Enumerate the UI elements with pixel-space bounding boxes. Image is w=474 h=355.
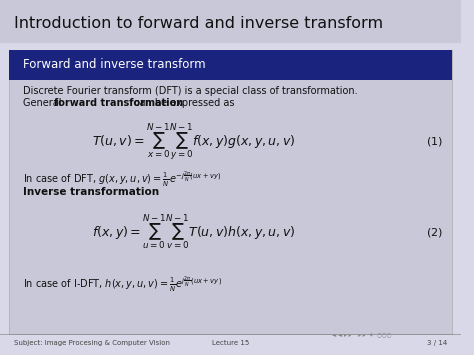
Text: 3 / 14: 3 / 14 bbox=[427, 340, 447, 345]
Text: Introduction to forward and inverse transform: Introduction to forward and inverse tran… bbox=[14, 16, 383, 31]
Text: Lecture 15: Lecture 15 bbox=[212, 340, 249, 345]
Text: Forward and inverse transform: Forward and inverse transform bbox=[23, 58, 206, 71]
Text: In case of I-DFT, $h(x,y,u,v) = \frac{1}{N}e^{j\frac{2\pi}{N}(ux+vy)}$: In case of I-DFT, $h(x,y,u,v) = \frac{1}… bbox=[23, 274, 222, 294]
Text: $T(u,v) = \sum_{x=0}^{N-1}\sum_{y=0}^{N-1} f(x,y)g(x,y,u,v)$: $T(u,v) = \sum_{x=0}^{N-1}\sum_{y=0}^{N-… bbox=[92, 121, 295, 163]
FancyBboxPatch shape bbox=[9, 50, 452, 334]
Text: Discrete Fourier transform (DFT) is a special class of transformation.: Discrete Fourier transform (DFT) is a sp… bbox=[23, 86, 358, 95]
Text: ◄ ◄ ▸ ▸    ▸ ▸  ✦  ○○○: ◄ ◄ ▸ ▸ ▸ ▸ ✦ ○○○ bbox=[332, 333, 392, 338]
FancyBboxPatch shape bbox=[9, 50, 452, 80]
Text: In case of DFT, $g(x,y,u,v) = \frac{1}{N}e^{-j\frac{2\pi}{N}(ux+vy)}$: In case of DFT, $g(x,y,u,v) = \frac{1}{N… bbox=[23, 170, 221, 189]
Text: $(2)$: $(2)$ bbox=[426, 226, 443, 239]
Text: $f(x,y) = \sum_{u=0}^{N-1}\sum_{v=0}^{N-1} T(u,v)h(x,y,u,v)$: $f(x,y) = \sum_{u=0}^{N-1}\sum_{v=0}^{N-… bbox=[92, 213, 295, 252]
Text: $(1)$: $(1)$ bbox=[426, 136, 443, 148]
Text: Inverse transformation: Inverse transformation bbox=[23, 187, 159, 197]
FancyBboxPatch shape bbox=[0, 0, 461, 43]
Text: can be expressed as: can be expressed as bbox=[130, 98, 234, 108]
Text: forward transformation: forward transformation bbox=[54, 98, 183, 108]
Text: General: General bbox=[23, 98, 64, 108]
Text: Subject: Image Procesing & Computer Vision: Subject: Image Procesing & Computer Visi… bbox=[14, 340, 170, 345]
